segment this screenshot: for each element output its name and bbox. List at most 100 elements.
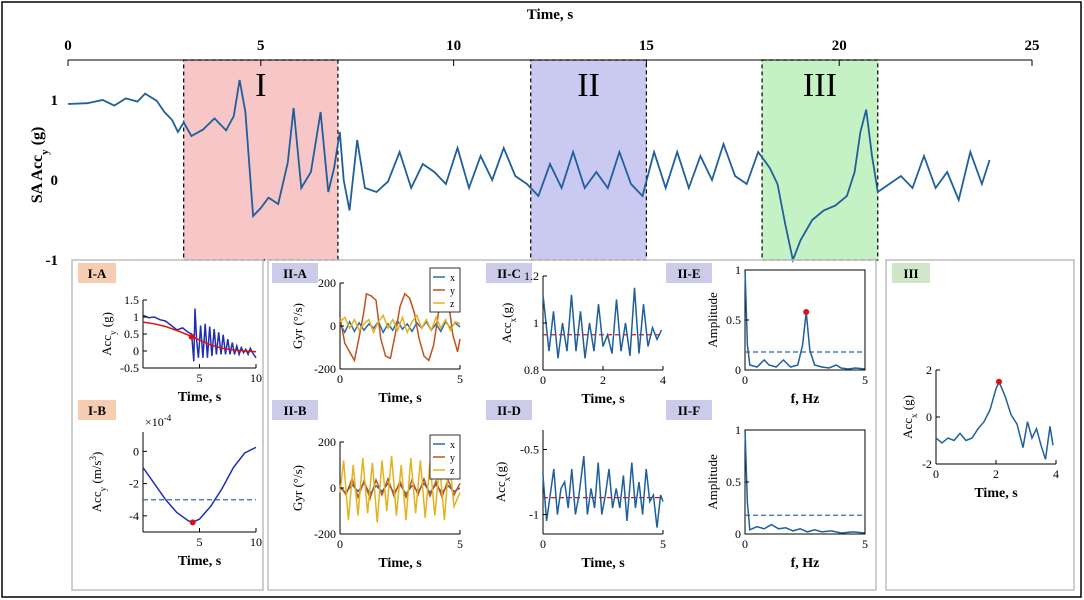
main-xticks: 0 5 10 15 20 25 bbox=[64, 38, 1040, 66]
ytick-label: 0 bbox=[926, 410, 932, 424]
panel-tag: I-A bbox=[88, 266, 107, 281]
series-acc bbox=[142, 308, 257, 362]
xtick-label: 5 bbox=[862, 373, 868, 387]
ytick-label: 1 bbox=[533, 316, 539, 330]
y-axis-label-part: y bbox=[98, 486, 108, 491]
main-series bbox=[67, 79, 991, 264]
y-axis-label-part: x bbox=[502, 476, 512, 481]
xtick-label: 0 bbox=[742, 537, 748, 551]
series-jerk bbox=[142, 446, 257, 524]
x-axis-label: Time, s bbox=[378, 556, 422, 571]
xtick-label: 0 bbox=[540, 537, 546, 551]
ytick-label: 0.8 bbox=[524, 363, 539, 377]
main-xtick-label: 10 bbox=[446, 38, 461, 54]
panel-tag: II-A bbox=[283, 266, 307, 281]
subplot-II-D: II-D 0 5 -0.5 -1 Time, s Accx(g) bbox=[486, 400, 666, 571]
panel-tag-bg bbox=[666, 400, 712, 420]
ytick-label: -2 bbox=[129, 477, 139, 491]
ytick-label: 0 bbox=[133, 344, 139, 358]
y-axis-label-part: (°/s) bbox=[290, 303, 305, 329]
y-axis-label-part: Amplitude bbox=[705, 292, 720, 348]
ytick-label: -1 bbox=[529, 508, 539, 522]
ytick-label: 1.5 bbox=[124, 293, 139, 307]
y-axis-label: Accx(g) bbox=[493, 462, 512, 503]
xtick-label: 0 bbox=[540, 373, 546, 387]
ytick-label: 0.5 bbox=[726, 475, 741, 489]
main-chart: I II III 0 5 10 15 20 25 10-1 Time, s SA Accy (… bbox=[29, 7, 1040, 269]
y-axis-label-part: (g) bbox=[493, 462, 508, 477]
y-axis-label-part: Acc bbox=[900, 418, 915, 439]
y-axis-label: Accy (g) bbox=[99, 312, 118, 356]
ytick-label: 1 bbox=[735, 263, 741, 277]
series-trend bbox=[142, 321, 257, 353]
xtick-label: 0 bbox=[337, 372, 343, 386]
x-axis-label: Time, s bbox=[378, 391, 422, 406]
panel-tag: I-B bbox=[88, 403, 106, 418]
series-acc-x bbox=[542, 455, 664, 528]
main-xtick-label: 0 bbox=[64, 38, 72, 54]
series-acc-x bbox=[935, 379, 1054, 460]
ytick-label: 200 bbox=[318, 435, 336, 449]
panel-tag-bg bbox=[486, 400, 532, 420]
ytick-label: -200 bbox=[314, 362, 336, 376]
xtick-label: 4 bbox=[1053, 467, 1059, 481]
xtick-label: 5 bbox=[862, 537, 868, 551]
xtick-label: 5 bbox=[457, 372, 463, 386]
y-axis-label-part: Gyr bbox=[290, 490, 305, 511]
main-ytick-label: 0 bbox=[51, 173, 59, 189]
peak-marker bbox=[189, 519, 196, 526]
main-ytick-label: -1 bbox=[46, 253, 59, 269]
panel-tag-bg bbox=[78, 400, 116, 420]
xtick-label: 5 bbox=[660, 537, 666, 551]
y-exponent-base: ×10 bbox=[145, 415, 164, 429]
ytick-label: 0 bbox=[735, 527, 741, 541]
panel-tag-bg bbox=[272, 263, 318, 283]
ytick-label: 0 bbox=[330, 319, 336, 333]
axes-box bbox=[744, 429, 866, 535]
panel-tag-bg bbox=[78, 263, 116, 283]
y-exponent-power: -4 bbox=[164, 413, 172, 423]
region-label-III: III bbox=[803, 67, 837, 104]
main-xtick-label: 5 bbox=[257, 38, 265, 54]
main-regions: I II III bbox=[183, 59, 879, 261]
ytick-label: 0 bbox=[133, 444, 139, 458]
y-axis-label-part: Gyr bbox=[290, 328, 305, 349]
subplot-II-E: II-E 0 5 1 0.5 0 f, Hz Amplitude bbox=[666, 263, 868, 407]
xtick-label: 5 bbox=[197, 371, 203, 385]
panel-tag: III bbox=[903, 266, 918, 281]
y-axis-label-part: (°/s) bbox=[290, 465, 305, 491]
x-axis-label: Time, s bbox=[581, 392, 625, 407]
x-axis-label: Time, s bbox=[178, 390, 222, 405]
main-title: Time, s bbox=[527, 7, 574, 23]
subplot-I-A: I-A 5 10 1.5 1 0.5 0 -0.5 Time, s Accy (g) bbox=[78, 263, 262, 405]
y-axis-label-part: ) bbox=[89, 452, 104, 456]
y-axis-label: Accy (m/s3) bbox=[88, 452, 108, 513]
y-exponent: ×10-4 bbox=[145, 413, 172, 429]
y-axis-label-part: Acc bbox=[493, 481, 508, 502]
y-axis-label: Accx(g) bbox=[499, 303, 518, 344]
main-ytick-label: 1 bbox=[51, 93, 59, 109]
series-acc-x bbox=[542, 287, 663, 359]
ytick-label: 1 bbox=[735, 423, 741, 437]
xtick-label: 5 bbox=[197, 535, 203, 549]
y-axis-label-part: y bbox=[108, 330, 118, 335]
main-xtick-label: 20 bbox=[832, 38, 847, 54]
panel-tag-bg bbox=[666, 263, 712, 283]
y-axis-label: Gyr (°/s) bbox=[290, 303, 305, 349]
main-xtick-label: 15 bbox=[639, 38, 654, 54]
ytick-label: -0.5 bbox=[520, 443, 539, 457]
y-axis-label-part: Acc bbox=[99, 335, 114, 356]
region-label-II: II bbox=[577, 67, 600, 104]
main-yticks: 1 0 -1 bbox=[46, 93, 59, 269]
main-ylabel: SA Accy (g) bbox=[29, 127, 51, 204]
main-series-line bbox=[67, 79, 991, 264]
ytick-label: 0.5 bbox=[726, 313, 741, 327]
ytick-label: 1 bbox=[133, 310, 139, 324]
series-z bbox=[339, 313, 461, 335]
y-axis-label-part: 3 bbox=[88, 456, 98, 461]
ytick-label: -2 bbox=[922, 457, 932, 471]
panel-tag: II-B bbox=[283, 403, 306, 418]
